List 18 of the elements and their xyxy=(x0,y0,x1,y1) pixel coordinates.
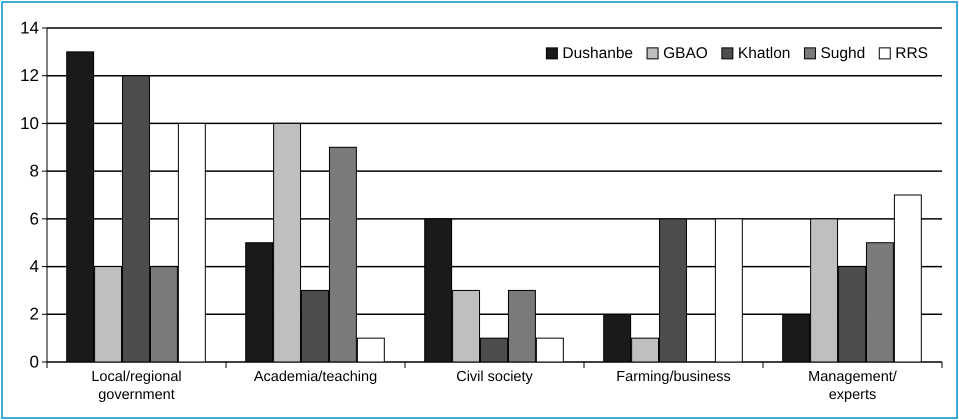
legend-label: Sughd xyxy=(820,44,866,62)
y-tick-label: 10 xyxy=(20,114,39,133)
legend-label: RRS xyxy=(895,44,928,62)
legend-label: Dushanbe xyxy=(562,44,634,62)
legend-label: Khatlon xyxy=(738,44,790,62)
y-tick-label: 4 xyxy=(30,257,39,276)
x-tick-label: Civil society xyxy=(456,369,534,385)
legend-label: GBAO xyxy=(663,44,708,62)
y-tick-label: 2 xyxy=(30,304,39,324)
y-tick-label: 12 xyxy=(20,66,39,86)
y-tick-label: 14 xyxy=(20,18,39,38)
y-tick-label: 8 xyxy=(30,162,39,181)
y-tick-label: 0 xyxy=(30,352,39,372)
x-tick-label: Farming/business xyxy=(616,369,731,385)
x-tick-label: Management/ experts xyxy=(808,369,898,403)
x-tick-label: Local/regional government xyxy=(91,369,182,403)
x-tick-label: Academia/teaching xyxy=(254,369,378,385)
y-tick-label: 6 xyxy=(30,209,39,228)
